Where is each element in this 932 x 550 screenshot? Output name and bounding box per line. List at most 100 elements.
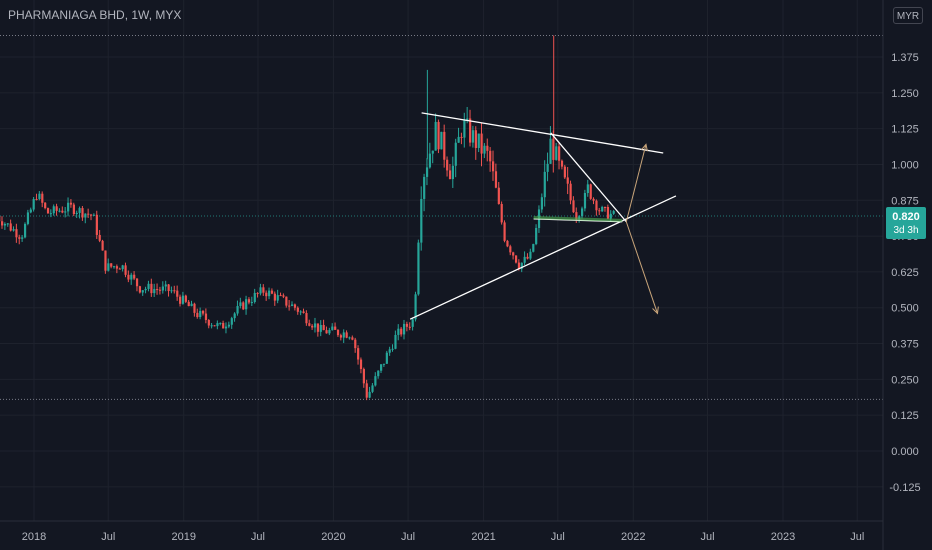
projection-arrow[interactable] bbox=[625, 144, 647, 222]
candle-body bbox=[101, 240, 104, 251]
candle-body bbox=[555, 146, 558, 160]
candle-body bbox=[362, 369, 365, 384]
candle-body bbox=[9, 223, 12, 231]
candle-body bbox=[104, 250, 107, 271]
candle-body bbox=[242, 302, 245, 310]
candle-body bbox=[296, 307, 299, 312]
candle-body bbox=[514, 255, 518, 263]
candle-body bbox=[150, 283, 153, 294]
candle-body bbox=[425, 167, 429, 177]
candle-body bbox=[72, 204, 75, 215]
candle-body bbox=[112, 266, 116, 268]
candle-body bbox=[382, 363, 386, 365]
candle-body bbox=[207, 319, 210, 326]
candle-body bbox=[64, 211, 67, 213]
trendline[interactable] bbox=[550, 132, 627, 223]
candle-body bbox=[466, 118, 469, 121]
candle-body bbox=[572, 200, 575, 213]
drawings[interactable] bbox=[409, 112, 677, 320]
candle-body bbox=[506, 240, 509, 247]
time-tick-label: Jul bbox=[850, 531, 864, 543]
candle-body bbox=[489, 150, 492, 162]
candle-body bbox=[127, 274, 130, 280]
last-price-countdown: 3d 3h bbox=[893, 225, 918, 236]
candle-body bbox=[523, 256, 526, 263]
price-tick-label: 0.250 bbox=[891, 374, 919, 386]
candle-body bbox=[581, 208, 584, 217]
candle-body bbox=[29, 209, 32, 213]
support-band[interactable] bbox=[533, 215, 623, 222]
candle-body bbox=[339, 335, 343, 338]
candle-body bbox=[224, 326, 228, 329]
candle-body bbox=[67, 202, 70, 212]
candle-body bbox=[348, 337, 351, 339]
candle-body bbox=[500, 203, 503, 223]
candle-body bbox=[598, 210, 601, 212]
time-tick-label: 2023 bbox=[771, 531, 795, 543]
candle-body bbox=[313, 323, 317, 328]
candle-body bbox=[308, 323, 311, 326]
candle-body bbox=[540, 197, 544, 210]
candle-body bbox=[262, 287, 265, 293]
candle-body bbox=[342, 332, 345, 338]
candle-body bbox=[181, 295, 185, 304]
candle-body bbox=[474, 130, 477, 148]
candle-body bbox=[451, 165, 455, 180]
candle-body bbox=[328, 329, 331, 334]
candle-body bbox=[276, 295, 279, 301]
candle-body bbox=[250, 301, 254, 303]
candle-body bbox=[371, 385, 374, 392]
candle-body bbox=[331, 326, 334, 330]
candle-body bbox=[55, 206, 58, 211]
candle-body bbox=[288, 305, 291, 307]
price-tick-label: 0.625 bbox=[891, 267, 919, 279]
candle-body bbox=[377, 370, 380, 377]
candle-body bbox=[543, 171, 546, 198]
candle-body bbox=[265, 292, 268, 297]
candle-body bbox=[606, 207, 610, 219]
candle-body bbox=[285, 296, 288, 306]
candle-body bbox=[239, 302, 242, 307]
projection-arrow[interactable] bbox=[625, 221, 658, 314]
candle-body bbox=[92, 214, 96, 216]
candle-body bbox=[486, 145, 489, 151]
currency-button[interactable]: MYR bbox=[893, 7, 923, 24]
candle-body bbox=[141, 290, 144, 293]
candle-body bbox=[374, 376, 377, 386]
candle-body bbox=[520, 262, 523, 269]
candle-body bbox=[84, 213, 87, 218]
trendline[interactable] bbox=[421, 112, 664, 154]
candle-body bbox=[90, 214, 93, 216]
candle-body bbox=[603, 206, 607, 208]
candle-body bbox=[354, 339, 357, 349]
candle-body bbox=[431, 150, 434, 154]
candle-body bbox=[130, 274, 133, 280]
candle-body bbox=[124, 265, 127, 275]
time-tick-label: Jul bbox=[700, 531, 714, 543]
time-axis[interactable]: 2018 Jul 2019 Jul 2020 Jul 2021 Jul 2022 Jul 2023 J… bbox=[22, 531, 865, 543]
candle-body bbox=[3, 223, 7, 226]
candle-body bbox=[6, 223, 9, 225]
candle-body bbox=[417, 242, 420, 295]
candle-body bbox=[193, 303, 196, 313]
candle-body bbox=[448, 170, 452, 180]
candle-body bbox=[400, 328, 403, 335]
candle-body bbox=[147, 283, 150, 289]
candle-body bbox=[170, 290, 173, 292]
symbol-title[interactable]: PHARMANIAGA BHD, 1W, MYX bbox=[8, 8, 182, 22]
candle-body bbox=[133, 274, 136, 279]
candle-body bbox=[471, 130, 475, 143]
candle-body bbox=[38, 193, 41, 200]
candle-body bbox=[434, 121, 437, 151]
candle-body bbox=[319, 324, 322, 332]
candle-body bbox=[311, 325, 314, 328]
trendline[interactable] bbox=[409, 195, 677, 320]
candle-body bbox=[138, 286, 142, 293]
candle-body bbox=[440, 131, 443, 150]
candle-body bbox=[279, 295, 282, 297]
candle-body bbox=[256, 292, 259, 294]
candle-body bbox=[609, 213, 612, 219]
candle-body bbox=[322, 324, 325, 331]
